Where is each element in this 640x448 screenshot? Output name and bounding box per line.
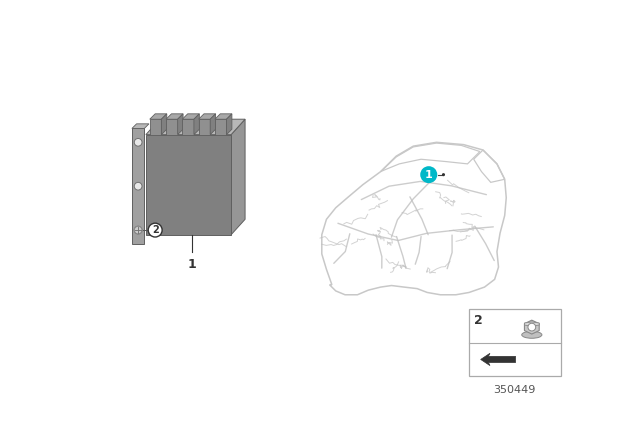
Bar: [198, 119, 210, 134]
Text: 1: 1: [425, 170, 433, 180]
Polygon shape: [146, 119, 245, 134]
Bar: [132, 129, 145, 244]
Polygon shape: [210, 114, 216, 134]
Text: 1: 1: [188, 258, 196, 271]
Bar: [469, 310, 561, 375]
Bar: [182, 119, 194, 134]
Circle shape: [134, 182, 142, 190]
Bar: [150, 119, 161, 134]
Polygon shape: [215, 114, 232, 119]
Text: 2: 2: [152, 225, 159, 235]
Polygon shape: [178, 114, 183, 134]
Polygon shape: [524, 322, 540, 326]
Circle shape: [134, 226, 142, 234]
Polygon shape: [231, 119, 245, 235]
Text: 350449: 350449: [493, 385, 536, 395]
Polygon shape: [194, 114, 199, 134]
Ellipse shape: [522, 332, 542, 338]
Polygon shape: [198, 114, 216, 119]
Polygon shape: [524, 320, 540, 334]
Circle shape: [528, 323, 536, 331]
Circle shape: [134, 226, 142, 234]
Polygon shape: [182, 114, 199, 119]
Circle shape: [442, 173, 445, 176]
Bar: [146, 134, 231, 235]
Circle shape: [148, 223, 162, 237]
Polygon shape: [132, 124, 149, 129]
Polygon shape: [481, 353, 516, 366]
Text: 2: 2: [474, 314, 483, 327]
Polygon shape: [166, 114, 183, 119]
Bar: [166, 119, 178, 134]
Polygon shape: [161, 114, 167, 134]
Circle shape: [420, 166, 437, 183]
Polygon shape: [227, 114, 232, 134]
Circle shape: [134, 138, 142, 146]
Bar: [215, 119, 227, 134]
Polygon shape: [150, 114, 167, 119]
